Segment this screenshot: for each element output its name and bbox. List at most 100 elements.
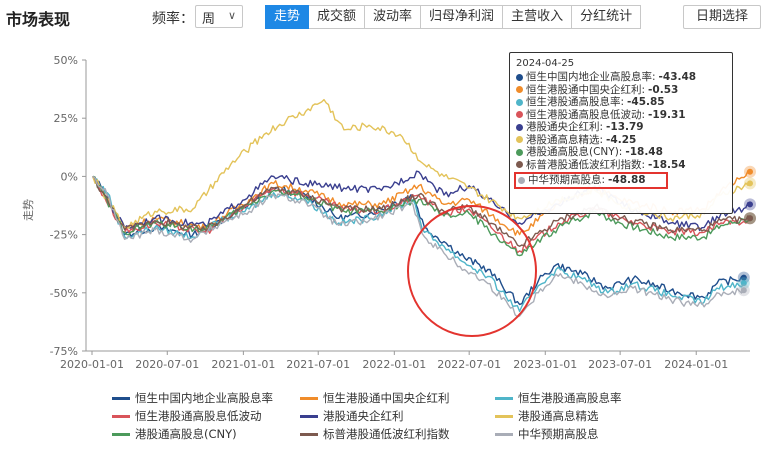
legend-swatch bbox=[495, 432, 513, 436]
tab-turnover[interactable]: 成交额 bbox=[309, 5, 366, 29]
legend-swatch bbox=[300, 432, 318, 436]
y-tick-label: 0% bbox=[61, 170, 78, 183]
series-end-marker bbox=[747, 201, 753, 208]
tooltip-series-name: 港股通高息精选: bbox=[526, 133, 604, 146]
tooltip-series-value: -19.31 bbox=[648, 108, 686, 121]
tooltip-color-dot bbox=[518, 176, 525, 184]
tooltip-series-value: -18.54 bbox=[648, 158, 686, 171]
x-tick-label: 2023-01-01 bbox=[513, 358, 577, 371]
frequency-value: 周 bbox=[202, 12, 216, 27]
x-tick-label: 2020-01-01 bbox=[60, 358, 124, 371]
tab-revenue[interactable]: 主营收入 bbox=[503, 5, 573, 29]
y-tick-label: -75% bbox=[50, 345, 78, 358]
series-end-marker bbox=[740, 287, 747, 294]
tooltip-row: 恒生港股通高股息低波动: -19.31 bbox=[516, 109, 726, 122]
tab-net-profit[interactable]: 归母净利润 bbox=[421, 5, 504, 29]
legend-label: 恒生港股通高股息低波动 bbox=[135, 409, 262, 423]
legend-item[interactable]: 恒生港股通高股息率 bbox=[495, 390, 622, 406]
tooltip-color-dot bbox=[516, 73, 523, 81]
frequency-label: 频率： bbox=[152, 11, 194, 27]
frequency-select[interactable]: 周 ∨ bbox=[195, 5, 243, 28]
tooltip-series-name: 恒生中国内地企业高股息率: bbox=[526, 71, 656, 83]
series-line bbox=[92, 175, 751, 247]
tooltip-rows: 恒生中国内地企业高股息率: -43.48 恒生港股通中国央企红利: -0.53 恒生港股… bbox=[514, 71, 726, 189]
legend-label: 中华预期高股息 bbox=[518, 427, 599, 441]
x-tick-label: 2024-01-01 bbox=[664, 358, 728, 371]
tab-volatility[interactable]: 波动率 bbox=[365, 5, 422, 29]
tooltip-series-value: -13.79 bbox=[606, 121, 644, 133]
chart-tooltip: 2024-04-25 恒生中国内地企业高股息率: -43.48 恒生港股通中国央企红… bbox=[509, 52, 733, 214]
tooltip-row: 中华预期高股息: -48.88 bbox=[514, 172, 668, 189]
legend-swatch bbox=[300, 396, 318, 400]
tooltip-color-dot bbox=[516, 111, 523, 119]
tooltip-color-dot bbox=[516, 161, 523, 169]
legend-item[interactable]: 港股通高股息(CNY) bbox=[112, 426, 237, 442]
page-title: 市场表现 bbox=[6, 10, 71, 29]
legend-item[interactable]: 恒生中国内地企业高股息率 bbox=[112, 390, 273, 406]
x-tick-label: 2021-01-01 bbox=[211, 358, 275, 371]
tooltip-series-value: -48.88 bbox=[608, 174, 646, 186]
legend-swatch bbox=[495, 396, 513, 400]
x-tick-label: 2023-07-01 bbox=[588, 358, 652, 371]
series-end-marker bbox=[747, 180, 753, 187]
date-select-button[interactable]: 日期选择 bbox=[683, 5, 761, 29]
legend-item[interactable]: 标普港股通低波红利指数 bbox=[300, 426, 450, 442]
tooltip-series-name: 港股通央企红利: bbox=[526, 121, 604, 133]
legend-item[interactable]: 恒生港股通中国央企红利 bbox=[300, 390, 450, 406]
tooltip-row: 恒生中国内地企业高股息率: -43.48 bbox=[516, 71, 726, 84]
tab-dividend-stats[interactable]: 分红统计 bbox=[572, 5, 642, 29]
legend-label: 港股通央企红利 bbox=[323, 409, 404, 423]
annotation-circle bbox=[407, 205, 537, 337]
tooltip-color-dot bbox=[516, 136, 523, 144]
y-tick-label: -25% bbox=[50, 229, 78, 242]
legend-label: 恒生港股通高股息率 bbox=[518, 391, 622, 405]
chevron-down-icon: ∨ bbox=[227, 9, 236, 22]
metric-tabs: 走势 成交额 波动率 归母净利润 主营收入 分红统计 bbox=[265, 5, 642, 29]
series-end-marker bbox=[740, 274, 747, 281]
y-tick-label: 25% bbox=[54, 112, 78, 125]
legend-swatch bbox=[300, 414, 318, 418]
legend-swatch bbox=[112, 432, 130, 436]
x-tick-label: 2020-07-01 bbox=[135, 358, 199, 371]
tooltip-series-value: -43.48 bbox=[658, 71, 697, 83]
tooltip-series-name: 恒生港股通高股息低波动: bbox=[526, 108, 646, 121]
y-tick-label: 50% bbox=[54, 54, 78, 67]
tooltip-series-name: 中华预期高股息: bbox=[528, 174, 606, 186]
tooltip-series-value: -45.85 bbox=[627, 96, 665, 108]
legend-swatch bbox=[495, 414, 513, 418]
tooltip-row: 港股通央企红利: -13.79 bbox=[516, 121, 726, 134]
series-end-marker bbox=[740, 280, 747, 287]
tooltip-series-name: 恒生港股通高股息率: bbox=[526, 96, 625, 108]
legend-label: 港股通高股息(CNY) bbox=[135, 427, 237, 441]
legend-item[interactable]: 港股通高息精选 bbox=[495, 408, 599, 424]
tab-trend[interactable]: 走势 bbox=[265, 5, 310, 29]
series-line bbox=[92, 175, 745, 318]
tooltip-row: 恒生港股通中国央企红利: -0.53 bbox=[516, 84, 726, 97]
legend-label: 恒生港股通中国央企红利 bbox=[323, 391, 450, 405]
legend-swatch bbox=[112, 414, 130, 418]
legend-item[interactable]: 恒生港股通高股息低波动 bbox=[112, 408, 262, 424]
tooltip-color-dot bbox=[516, 123, 523, 131]
legend-item[interactable]: 中华预期高股息 bbox=[495, 426, 599, 442]
legend-label: 标普港股通低波红利指数 bbox=[323, 427, 450, 441]
legend-item[interactable]: 港股通央企红利 bbox=[300, 408, 404, 424]
tooltip-row: 港股通高息精选: -4.25 bbox=[516, 134, 726, 147]
tooltip-series-value: -4.25 bbox=[606, 133, 637, 146]
tooltip-row: 港股通高股息(CNY): -18.48 bbox=[516, 146, 726, 159]
tooltip-row: 标普港股通低波红利指数: -18.54 bbox=[516, 159, 726, 172]
tooltip-color-dot bbox=[516, 98, 523, 106]
legend-label: 恒生中国内地企业高股息率 bbox=[135, 391, 273, 405]
x-tick-label: 2021-07-01 bbox=[286, 358, 350, 371]
tooltip-date: 2024-04-25 bbox=[516, 58, 575, 69]
tooltip-series-name: 港股通高股息(CNY): bbox=[526, 146, 623, 158]
tooltip-series-name: 标普港股通低波红利指数: bbox=[526, 158, 646, 171]
series-end-marker bbox=[747, 215, 753, 222]
y-tick-label: -50% bbox=[50, 287, 78, 300]
tooltip-color-dot bbox=[516, 86, 523, 94]
series-end-marker bbox=[747, 168, 753, 175]
y-axis-label: 走势 bbox=[22, 199, 35, 221]
tooltip-series-value: -0.53 bbox=[648, 83, 679, 96]
tooltip-row: 恒生港股通高股息率: -45.85 bbox=[516, 96, 726, 109]
